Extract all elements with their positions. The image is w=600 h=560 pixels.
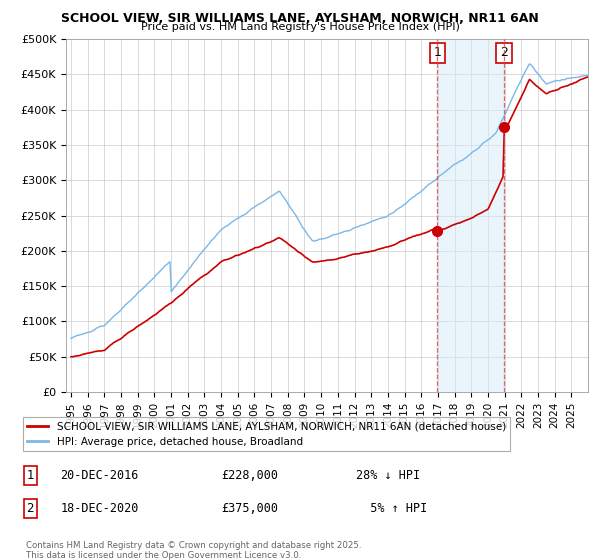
Text: 18-DEC-2020: 18-DEC-2020: [60, 502, 139, 515]
Text: 1: 1: [433, 46, 442, 59]
Text: Price paid vs. HM Land Registry's House Price Index (HPI): Price paid vs. HM Land Registry's House …: [140, 22, 460, 32]
Text: 5% ↑ HPI: 5% ↑ HPI: [356, 502, 428, 515]
Text: 1: 1: [26, 469, 34, 482]
Text: 2: 2: [26, 502, 34, 515]
Legend: SCHOOL VIEW, SIR WILLIAMS LANE, AYLSHAM, NORWICH, NR11 6AN (detached house), HPI: SCHOOL VIEW, SIR WILLIAMS LANE, AYLSHAM,…: [23, 417, 510, 451]
Text: 28% ↓ HPI: 28% ↓ HPI: [356, 469, 421, 482]
Text: 2: 2: [500, 46, 508, 59]
Text: SCHOOL VIEW, SIR WILLIAMS LANE, AYLSHAM, NORWICH, NR11 6AN: SCHOOL VIEW, SIR WILLIAMS LANE, AYLSHAM,…: [61, 12, 539, 25]
Text: £375,000: £375,000: [221, 502, 278, 515]
Text: Contains HM Land Registry data © Crown copyright and database right 2025.
This d: Contains HM Land Registry data © Crown c…: [26, 541, 362, 560]
Text: 20-DEC-2016: 20-DEC-2016: [60, 469, 139, 482]
Text: £228,000: £228,000: [221, 469, 278, 482]
